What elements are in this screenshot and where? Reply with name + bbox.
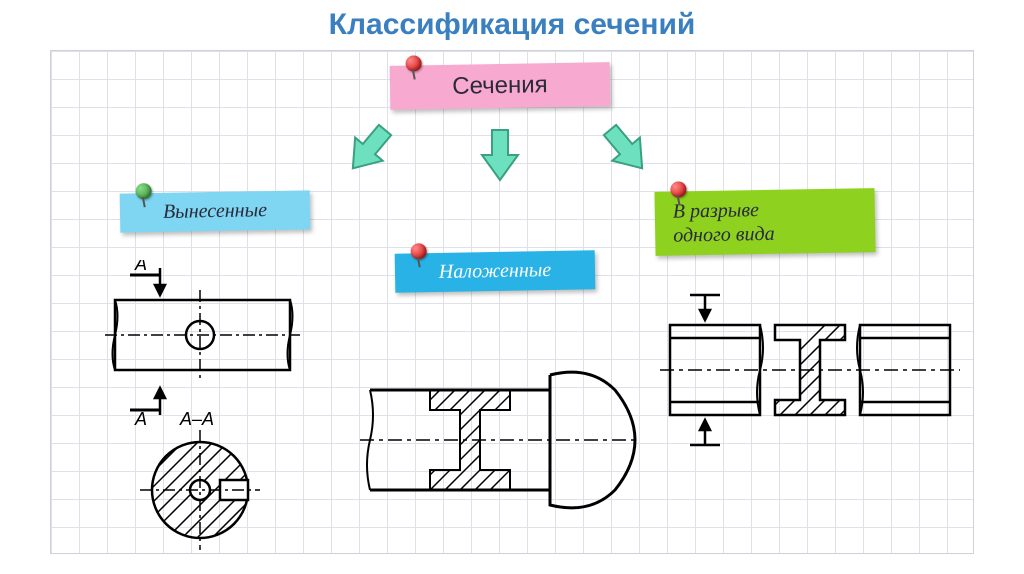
note-mid: Наложенные	[395, 250, 596, 292]
svg-text:A: A	[134, 409, 147, 429]
note-mid-label: Наложенные	[439, 259, 552, 283]
note-right-label-1: В разрыве	[673, 196, 857, 223]
svg-text:A: A	[134, 260, 147, 274]
pin-icon	[408, 243, 428, 263]
note-root: Сечения	[390, 62, 611, 110]
arrow-right	[575, 120, 645, 200]
pin-icon	[668, 181, 688, 201]
note-left-label: Вынесенные	[163, 199, 267, 223]
note-right-label-2: одного вида	[673, 220, 857, 247]
drawing-removed-section: A A A–A	[100, 260, 320, 560]
note-root-label: Сечения	[452, 71, 548, 100]
arrow-mid	[465, 120, 535, 200]
page-title: Классификация сечений	[0, 8, 1024, 42]
svg-text:A–A: A–A	[179, 409, 214, 429]
pin-icon	[403, 55, 423, 75]
drawing-superimposed-section	[360, 330, 650, 550]
drawing-break-section	[660, 290, 960, 470]
arrow-left	[350, 120, 420, 200]
note-left: Вынесенные	[120, 190, 311, 232]
pin-icon	[133, 183, 153, 203]
note-right: В разрыве одного вида	[654, 188, 875, 256]
